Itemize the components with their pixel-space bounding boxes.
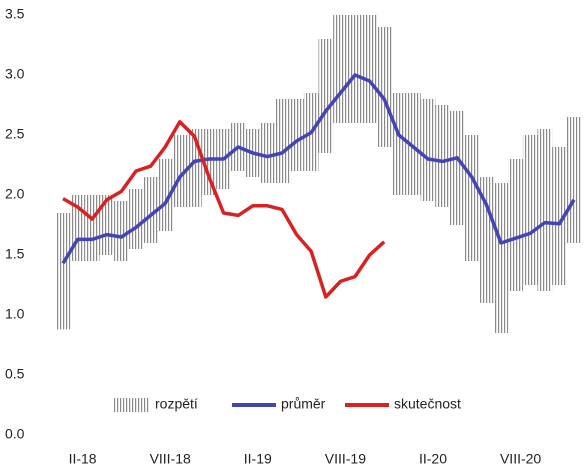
y-tick-label: 3.5 <box>5 6 25 22</box>
line <box>61 73 576 265</box>
range-band <box>552 147 567 285</box>
legend-label: skutečnost <box>394 396 461 412</box>
range-band <box>420 99 436 201</box>
y-tick-label: 2.5 <box>5 126 25 142</box>
range-band <box>55 213 71 330</box>
range-band <box>391 93 407 195</box>
range-band <box>479 177 494 303</box>
x-tick-label: II-18 <box>69 451 97 467</box>
x-tick-label: VIII-18 <box>150 451 191 467</box>
range-band <box>362 15 377 123</box>
range-band <box>172 135 188 207</box>
y-tick-label: 0.5 <box>5 366 25 382</box>
range-band <box>143 177 158 243</box>
range-band <box>260 123 275 183</box>
range-band <box>522 135 538 285</box>
range-band <box>84 195 100 261</box>
legend-swatch <box>113 398 150 412</box>
range-band <box>201 129 217 195</box>
range-band <box>449 111 465 225</box>
range-band <box>99 195 115 255</box>
legend-label: průměr <box>281 396 326 412</box>
x-tick-label: II-20 <box>419 451 447 467</box>
y-tick-label: 0.0 <box>5 426 25 442</box>
range-band <box>289 99 304 171</box>
x-tick-label: II-19 <box>244 451 272 467</box>
range-band <box>318 39 334 153</box>
range-band <box>333 15 348 123</box>
range-band <box>157 159 173 231</box>
range-band <box>464 135 480 261</box>
y-tick-label: 1.5 <box>5 246 25 262</box>
range-band <box>274 99 290 183</box>
range-band <box>114 201 129 261</box>
y-tick-label: 3.0 <box>5 66 25 82</box>
range-band <box>508 159 523 291</box>
range-band <box>376 27 392 147</box>
range-band <box>493 183 509 333</box>
y-tick-label: 2.0 <box>5 186 25 202</box>
x-tick-label: VIII-19 <box>325 451 366 467</box>
y-tick-label: 1.0 <box>5 306 25 322</box>
range-band <box>406 93 421 195</box>
range-band <box>566 117 582 243</box>
range-band <box>347 15 363 123</box>
range-band <box>128 189 144 249</box>
x-tick-label: VIII-20 <box>500 451 541 467</box>
range-band <box>537 129 553 291</box>
legend-label: rozpětí <box>155 396 198 412</box>
range-band <box>435 105 450 207</box>
line <box>62 120 386 299</box>
